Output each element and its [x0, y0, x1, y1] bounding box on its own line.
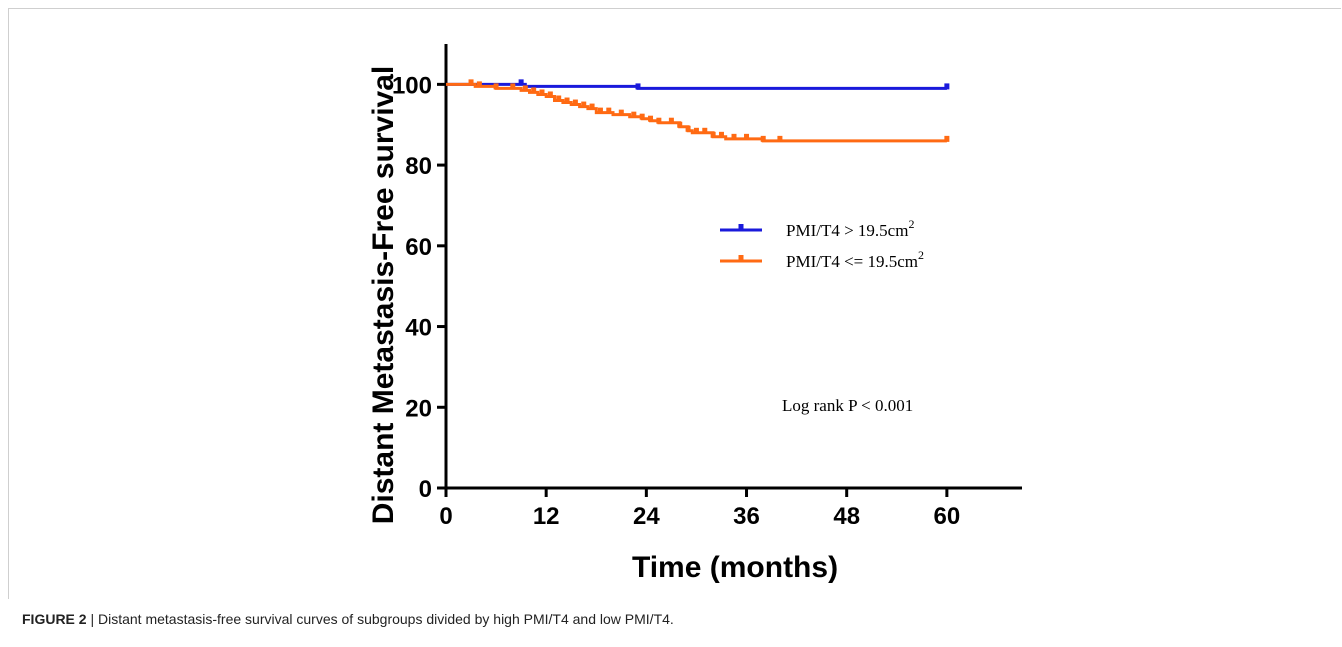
- censor-mark: [556, 95, 562, 102]
- series-2: [446, 79, 950, 143]
- censor-mark: [718, 131, 724, 138]
- x-tick-label: 48: [833, 503, 860, 530]
- censor-mark: [668, 117, 674, 124]
- censor-mark: [639, 113, 645, 120]
- censor-mark: [635, 83, 641, 90]
- censor-mark: [518, 79, 524, 86]
- censor-mark: [710, 131, 716, 138]
- censor-mark: [685, 125, 691, 132]
- survival-curve-2: [446, 82, 947, 143]
- x-tick-label: 36: [733, 503, 760, 530]
- tick-labels: 0 12 24 36 48 60 0 20 40 60 80 100: [392, 72, 960, 530]
- series-curves: [446, 79, 950, 143]
- figure-caption: FIGURE 2 | Distant metastasis-free survi…: [22, 611, 674, 627]
- censor-mark: [476, 81, 482, 88]
- legend-censor-mark: [738, 224, 744, 231]
- censor-mark: [572, 99, 578, 106]
- y-tick-label: 80: [405, 153, 432, 180]
- censor-mark: [693, 127, 699, 134]
- caption-separator: |: [90, 611, 95, 627]
- censor-mark: [656, 117, 662, 124]
- censor-mark: [522, 85, 528, 92]
- y-tick-label: 40: [405, 315, 432, 342]
- log-rank-annotation: Log rank P < 0.001: [782, 396, 913, 415]
- censor-mark: [760, 135, 766, 142]
- censor-mark: [648, 115, 654, 122]
- censor-mark: [606, 107, 612, 114]
- censor-mark: [631, 111, 637, 118]
- x-axis-title: Time (months): [632, 551, 838, 584]
- axes: [444, 44, 1022, 490]
- censor-mark: [564, 97, 570, 104]
- legend-label: PMI/T4 <= 19.5cm2: [786, 248, 924, 271]
- censor-mark: [468, 79, 474, 86]
- legend-censor-mark: [738, 255, 744, 262]
- x-tick-label: 0: [439, 503, 452, 530]
- censor-mark: [677, 121, 683, 128]
- y-tick-label: 60: [405, 234, 432, 261]
- censor-mark: [510, 83, 516, 90]
- legend-item-1: PMI/T4 > 19.5cm2: [720, 217, 914, 240]
- tick-marks: [437, 82, 949, 497]
- survival-chart: 0 12 24 36 48 60 0 20 40 60 80 100 PMI/T4 > 19.5cm2…: [367, 44, 1022, 584]
- censor-mark: [589, 103, 595, 110]
- censor-mark: [702, 127, 708, 134]
- censor-mark: [581, 101, 587, 108]
- censor-mark: [531, 87, 537, 94]
- censor-mark: [493, 83, 499, 90]
- censor-mark: [777, 135, 783, 142]
- x-tick-label: 12: [533, 503, 560, 530]
- legend-item-2: PMI/T4 <= 19.5cm2: [720, 248, 924, 271]
- censor-mark: [597, 107, 603, 114]
- figure-frame: [8, 8, 1341, 599]
- legend: PMI/T4 > 19.5cm2 PMI/T4 <= 19.5cm2: [720, 217, 924, 271]
- censor-mark: [539, 89, 545, 96]
- x-tick-label: 24: [633, 503, 660, 530]
- censor-mark: [944, 135, 950, 142]
- censor-mark: [618, 109, 624, 116]
- figure-label: FIGURE 2: [22, 611, 87, 627]
- censor-mark: [744, 133, 750, 140]
- censor-mark: [547, 91, 553, 98]
- x-tick-label: 60: [934, 503, 961, 530]
- y-tick-label: 100: [392, 72, 432, 99]
- y-tick-label: 0: [419, 476, 432, 503]
- legend-label: PMI/T4 > 19.5cm2: [786, 217, 914, 240]
- censor-mark: [731, 133, 737, 140]
- y-axis-title: Distant Metastasis-Free survival: [367, 66, 400, 525]
- caption-text: Distant metastasis-free survival curves …: [98, 611, 674, 627]
- censor-mark: [944, 83, 950, 90]
- y-tick-label: 20: [405, 395, 432, 422]
